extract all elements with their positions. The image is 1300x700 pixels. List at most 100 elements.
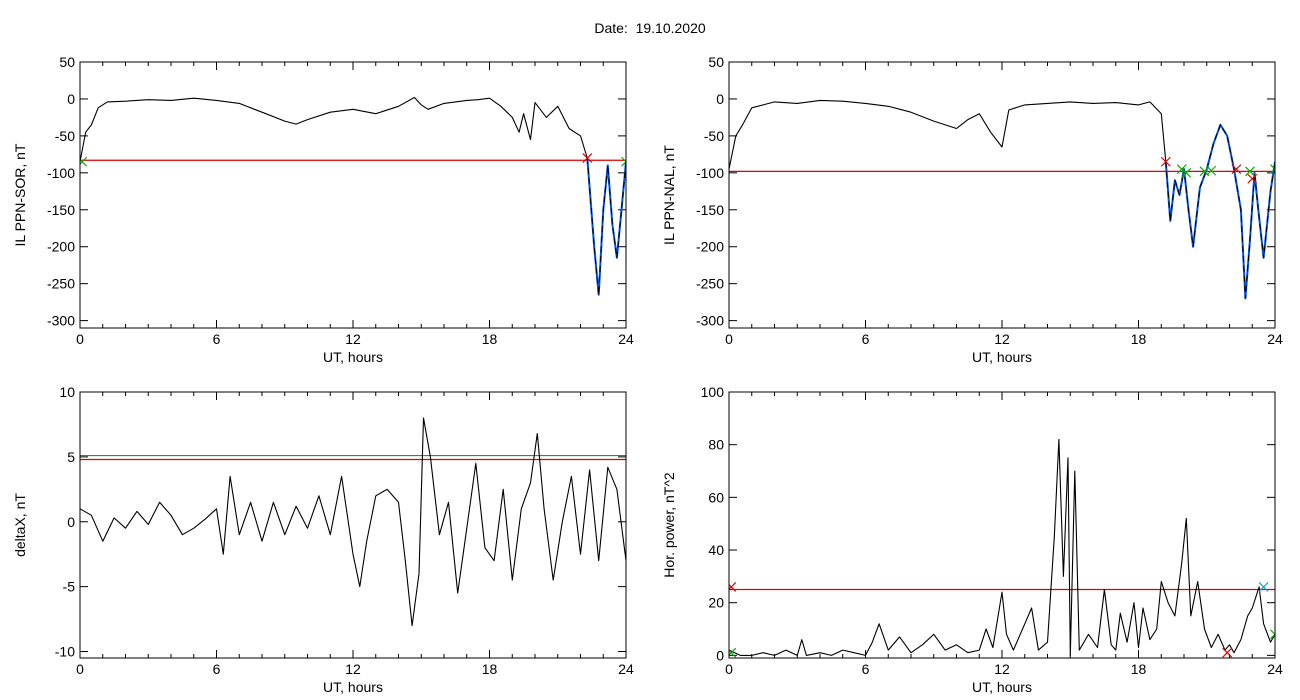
plot-area bbox=[729, 438, 1275, 658]
plot-frame bbox=[728, 391, 1276, 659]
cross-marker-b bbox=[1160, 156, 1171, 167]
y-tick-label: -250 bbox=[47, 276, 75, 292]
chart-panel-3: 0 6 12 18 24 10 5 0 -5 -10 UT, hours deltaX, nT bbox=[12, 384, 634, 695]
x-tick-label: 18 bbox=[482, 331, 498, 347]
x-tick-label: 0 bbox=[725, 661, 733, 677]
cross-marker-a bbox=[621, 156, 626, 163]
cross-marker-b bbox=[1270, 633, 1275, 640]
cross-marker bbox=[1176, 164, 1187, 175]
y-tick-label: -100 bbox=[696, 165, 724, 181]
event-line-dashed bbox=[1165, 123, 1275, 299]
cross-marker-b bbox=[1199, 166, 1210, 177]
y-tick-label: 0 bbox=[716, 647, 724, 663]
x-axis-label: UT, hours bbox=[972, 349, 1032, 365]
x-axis-label: UT, hours bbox=[972, 679, 1032, 695]
x-tick-label: 0 bbox=[725, 331, 733, 347]
y-tick-label: -5 bbox=[63, 579, 76, 595]
cross-marker bbox=[1222, 647, 1233, 658]
y-tick-label: 60 bbox=[708, 489, 724, 505]
cross-marker bbox=[1247, 173, 1258, 184]
y-axis-label: Hor. power, nT^2 bbox=[661, 472, 677, 578]
y-tick-label: 50 bbox=[708, 54, 724, 70]
y-tick-label: -10 bbox=[55, 644, 75, 660]
cross-marker bbox=[80, 156, 88, 167]
event-line-dashed bbox=[586, 158, 626, 295]
cross-marker-b bbox=[1270, 168, 1275, 175]
x-tick-label: 6 bbox=[213, 331, 221, 347]
cross-marker bbox=[1270, 629, 1275, 640]
cross-marker-b bbox=[1231, 164, 1242, 175]
y-axis-label: deltaX, nT bbox=[12, 493, 28, 557]
cross-marker bbox=[582, 153, 593, 163]
cross-marker-b bbox=[729, 647, 737, 656]
date-label: Date: bbox=[594, 20, 628, 36]
y-tick-label: -50 bbox=[55, 128, 75, 144]
series-line bbox=[80, 96, 588, 162]
cross-marker-b bbox=[582, 153, 593, 163]
x-tick-label: 12 bbox=[994, 331, 1010, 347]
plot-area bbox=[80, 417, 626, 627]
x-tick-label: 12 bbox=[345, 661, 361, 677]
x-tick-label: 18 bbox=[1131, 661, 1147, 677]
cross-marker bbox=[621, 156, 626, 167]
cross-marker bbox=[1160, 156, 1171, 167]
plot-frame bbox=[79, 391, 627, 659]
y-tick-label: -250 bbox=[696, 276, 724, 292]
cross-marker bbox=[1231, 164, 1242, 175]
plot-frame bbox=[79, 61, 627, 329]
cross-marker bbox=[1181, 167, 1192, 178]
chart-panel-2: 0 6 12 18 24 50 0 -50 -100 -150 -200 -250 -300 UT, ho… bbox=[661, 54, 1283, 365]
x-tick-label: 6 bbox=[213, 661, 221, 677]
x-tick-label: 0 bbox=[76, 331, 84, 347]
plot-area bbox=[80, 96, 626, 296]
cross-marker bbox=[729, 581, 737, 592]
cross-marker-b bbox=[80, 156, 88, 165]
x-tick-label: 24 bbox=[1267, 661, 1283, 677]
cross-marker-b bbox=[1206, 165, 1217, 176]
chart-panel-1: 0 6 12 18 24 50 0 -50 -100 -150 -200 -250 -300 UT, ho… bbox=[12, 54, 634, 365]
cross-marker bbox=[1258, 581, 1269, 592]
date-title: Date: 19.10.2020 bbox=[0, 20, 1300, 36]
y-tick-label: 0 bbox=[716, 91, 724, 107]
y-tick-label: 10 bbox=[59, 384, 75, 400]
x-tick-label: 12 bbox=[345, 331, 361, 347]
cross-marker bbox=[1270, 164, 1275, 175]
date-value: 19.10.2020 bbox=[635, 20, 706, 36]
y-tick-label: -50 bbox=[704, 128, 724, 144]
y-tick-label: 40 bbox=[708, 542, 724, 558]
y-tick-label: -100 bbox=[47, 165, 75, 181]
plot-frame bbox=[728, 61, 1276, 329]
x-axis-label: UT, hours bbox=[323, 349, 383, 365]
x-axis-label: UT, hours bbox=[323, 679, 383, 695]
cross-marker-a bbox=[1270, 164, 1275, 170]
y-tick-label: 100 bbox=[701, 384, 725, 400]
cross-marker-b bbox=[1247, 173, 1258, 184]
y-tick-label: -150 bbox=[47, 202, 75, 218]
series-line bbox=[729, 438, 1275, 656]
y-tick-label: -150 bbox=[696, 202, 724, 218]
y-tick-label: -200 bbox=[696, 239, 724, 255]
y-tick-label: 80 bbox=[708, 437, 724, 453]
cross-marker bbox=[729, 647, 737, 658]
cross-marker bbox=[1206, 165, 1217, 176]
x-tick-label: 12 bbox=[994, 661, 1010, 677]
x-tick-label: 24 bbox=[618, 331, 634, 347]
plot-area bbox=[729, 99, 1275, 300]
y-tick-label: 0 bbox=[67, 514, 75, 530]
cross-marker-b bbox=[1245, 166, 1255, 177]
y-tick-label: -300 bbox=[696, 313, 724, 329]
x-tick-label: 24 bbox=[1267, 331, 1283, 347]
x-tick-label: 18 bbox=[482, 661, 498, 677]
x-tick-label: 18 bbox=[1131, 331, 1147, 347]
cross-marker-b bbox=[621, 160, 626, 167]
y-tick-label: 50 bbox=[59, 54, 75, 70]
cross-marker-a bbox=[1270, 629, 1275, 636]
y-axis-label: IL PPN-NAL, nT bbox=[661, 145, 677, 245]
y-tick-label: -200 bbox=[47, 239, 75, 255]
x-tick-label: 24 bbox=[618, 661, 634, 677]
y-axis-label: IL PPN-SOR, nT bbox=[12, 143, 28, 246]
cross-marker bbox=[1245, 166, 1255, 177]
event-line bbox=[1164, 123, 1275, 300]
x-tick-label: 0 bbox=[76, 661, 84, 677]
